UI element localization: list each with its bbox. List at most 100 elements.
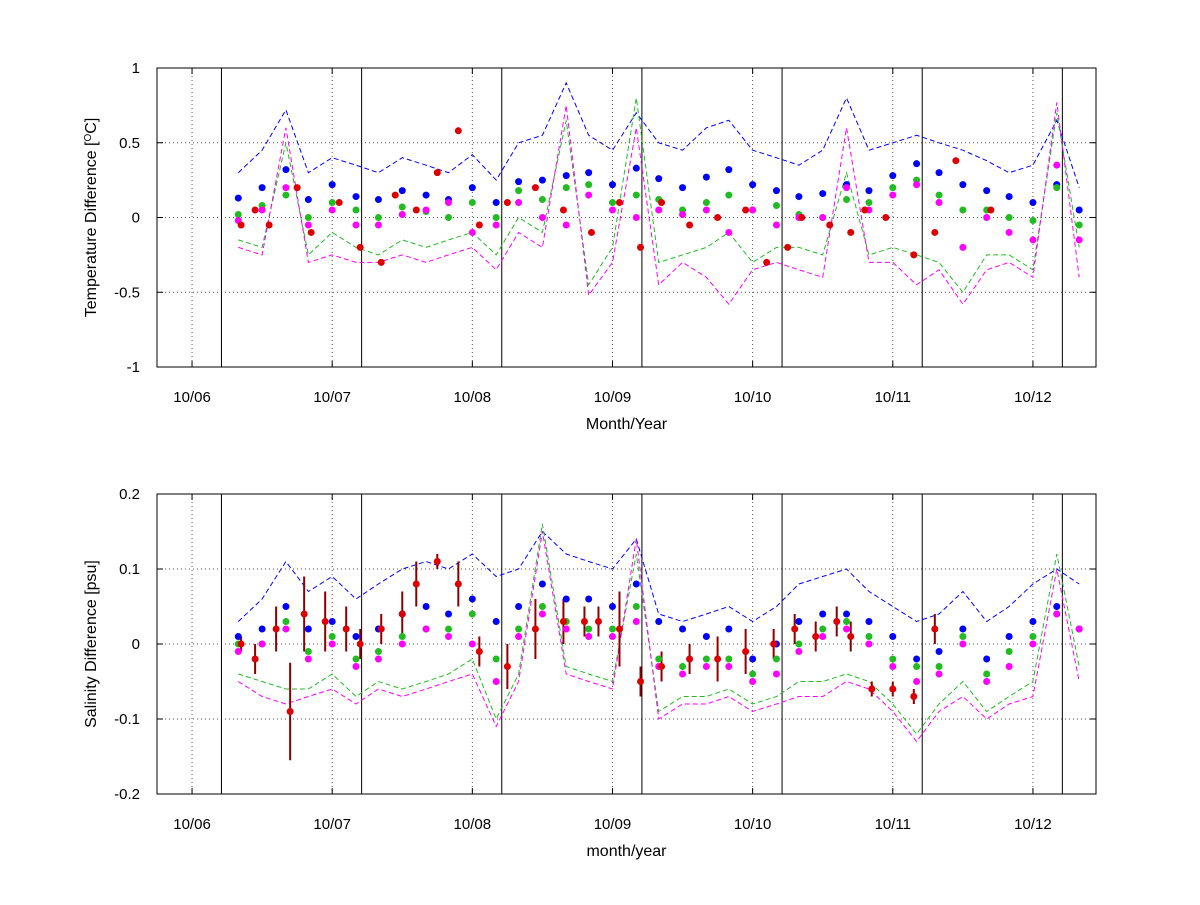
magenta-data-point [795, 648, 803, 655]
green-data-point [492, 655, 500, 663]
blue-data-point [749, 655, 757, 663]
red-data-point [433, 558, 441, 565]
magenta-data-point [422, 625, 430, 633]
magenta-data-point [538, 610, 546, 618]
red-data-point [237, 221, 245, 229]
blue-data-point [282, 166, 290, 174]
green-data-point [585, 181, 593, 189]
magenta-data-point [304, 221, 312, 229]
magenta-data-point [1005, 228, 1013, 236]
blue-data-point [468, 595, 476, 603]
red-data-point [503, 199, 511, 207]
red-data-point [356, 243, 364, 251]
magenta-data-point [585, 191, 593, 199]
red-data-point [580, 618, 588, 625]
x-tick-label: 10/12 [1014, 816, 1052, 833]
blue-data-point [632, 164, 640, 172]
blue-data-point [234, 194, 242, 202]
y-tick-label: -0.5 [114, 284, 140, 301]
green-data-point [935, 191, 943, 199]
temperature-panel: 10/06 10/07 10/08 10/09 10/10 10/11 10/12 -1 -0.… [83, 60, 1097, 433]
red-data-point [272, 625, 280, 633]
blue-data-point [865, 618, 873, 625]
x-tick-label: 10/09 [594, 816, 632, 833]
green-data-point [1029, 216, 1037, 224]
red-data-point [433, 169, 441, 177]
magenta-data-point [913, 678, 921, 685]
red-data-point [615, 625, 623, 633]
green-data-point [1005, 648, 1013, 655]
blue-data-point [935, 648, 943, 655]
green-dashed-line [238, 97, 1080, 294]
red-data-point [335, 199, 343, 207]
x-axis-label: Month/Year [586, 416, 668, 433]
green-data-point [328, 199, 336, 207]
green-data-point [538, 196, 546, 204]
green-data-point [959, 206, 967, 214]
green-data-point [304, 214, 312, 221]
red-data-point [784, 243, 792, 251]
blue-data-point [655, 175, 663, 183]
blue-data-point [585, 169, 593, 177]
magenta-dashed-line [238, 531, 1080, 743]
magenta-data-point [328, 206, 336, 214]
blue-data-point [655, 618, 663, 625]
green-data-point [608, 199, 616, 207]
red-data-point [265, 221, 273, 229]
magenta-data-point [515, 633, 523, 640]
blue-data-point [352, 193, 360, 201]
blue-data-point [492, 199, 500, 207]
red-data-point [531, 184, 539, 192]
red-data-point [931, 228, 939, 236]
y-tick-label: -0.1 [114, 711, 140, 728]
magenta-data-point [234, 648, 242, 655]
x-tick-label: 10/06 [173, 816, 211, 833]
green-data-point [468, 610, 476, 618]
red-data-point [454, 127, 462, 135]
blue-dashed-line [237, 530, 1080, 623]
plot-area [234, 523, 1083, 761]
green-data-point [935, 663, 943, 670]
green-data-point [1029, 633, 1037, 640]
magenta-data-point [632, 214, 640, 221]
magenta-data-point [865, 640, 873, 648]
green-data-point [352, 206, 360, 214]
blue-data-point [1005, 193, 1013, 201]
green-data-point [282, 191, 290, 199]
blue-data-point [304, 625, 312, 633]
green-data-point [562, 184, 570, 192]
green-data-point [772, 202, 780, 210]
blue-data-point [913, 160, 921, 168]
red-data-point [321, 618, 329, 625]
magenta-data-point [1029, 236, 1037, 244]
magenta-data-point [819, 633, 827, 640]
green-data-point [304, 648, 312, 655]
y-axis-label-superscript: O [83, 133, 94, 141]
green-data-point [492, 214, 500, 221]
blue-data-point [1029, 199, 1037, 207]
magenta-data-point [679, 670, 687, 678]
magenta-data-point [282, 625, 290, 633]
blue-data-point [422, 603, 430, 610]
blue-data-point [772, 187, 780, 195]
blue-data-point [959, 181, 967, 189]
magenta-data-point [352, 663, 360, 670]
blue-data-point [983, 655, 991, 663]
green-data-point [608, 625, 616, 633]
magenta-data-point [1005, 663, 1013, 670]
blue-data-point [258, 625, 266, 633]
blue-data-point [889, 172, 897, 180]
blue-data-point [258, 184, 266, 192]
red-data-point [868, 685, 876, 693]
x-tick-label: 10/12 [1014, 389, 1052, 406]
magenta-data-point [258, 640, 266, 648]
blue-data-point [632, 580, 640, 588]
magenta-data-point [679, 211, 687, 219]
blue-data-point [562, 172, 570, 180]
red-data-point [237, 640, 245, 648]
magenta-data-point [282, 184, 290, 192]
magenta-data-point [608, 633, 616, 640]
y-axis-label: Temperature Difference [OC] [83, 118, 101, 318]
red-data-point [889, 685, 897, 693]
green-data-point [282, 618, 290, 625]
